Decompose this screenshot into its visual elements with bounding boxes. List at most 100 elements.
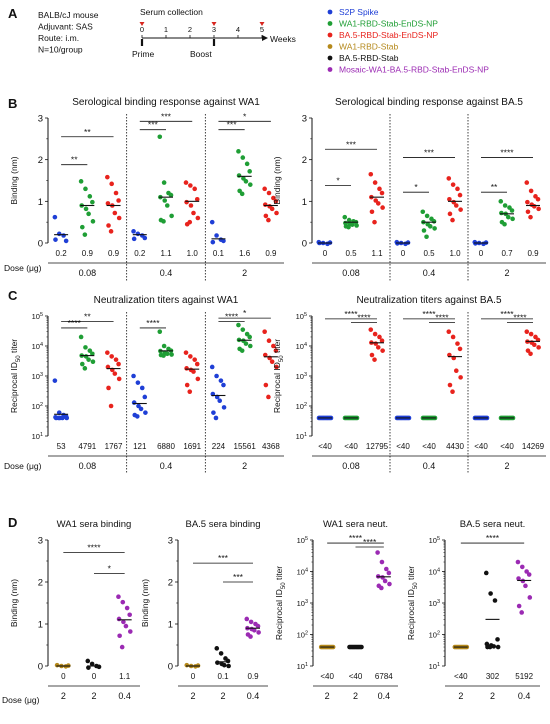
y-tick-label: 101: [429, 662, 440, 671]
median-value-label: 4791: [78, 442, 96, 451]
data-point: [195, 215, 201, 221]
data-point: [483, 570, 489, 576]
data-point: [226, 663, 231, 669]
data-point: [375, 201, 381, 206]
data-point: [78, 334, 84, 340]
dose-value-label: 2: [353, 691, 358, 701]
median-value-label: <40: [474, 442, 488, 451]
significance-label: **: [84, 127, 91, 137]
data-point: [243, 179, 249, 184]
median-value-label: <40: [320, 672, 334, 681]
data-point: [424, 234, 429, 240]
median-value-label: 1767: [105, 442, 123, 451]
data-point: [191, 369, 196, 374]
data-point: [528, 351, 533, 357]
data-point: [87, 194, 93, 199]
data-point: [209, 219, 215, 225]
serum-collection-label: Serum collection: [140, 7, 203, 17]
data-point: [519, 610, 524, 615]
significance-label: *: [336, 176, 340, 186]
median-value-label: 0.2: [56, 249, 68, 258]
legend-label: Mosaic-WA1-BA.5-RBD-Stab-EnDS-NP: [339, 65, 489, 75]
data-point: [244, 616, 250, 622]
dose-value-label: 2: [220, 691, 225, 701]
chart-title: WA1 sera binding: [57, 519, 132, 530]
significance-label: ***: [233, 572, 244, 582]
dose-value-label: 0.08: [79, 268, 97, 278]
significance-label: ****: [357, 313, 371, 323]
median-value-label: <40: [500, 442, 514, 451]
y-tick-label: 2: [168, 578, 173, 589]
data-point: [379, 585, 384, 591]
data-point: [457, 192, 463, 198]
dose-value-label: 0.4: [160, 461, 173, 471]
prime-label: Prime: [132, 49, 154, 59]
median-value-label: 0: [92, 672, 97, 681]
data-point: [455, 186, 460, 192]
dose-value-label: 0.4: [423, 461, 436, 471]
median-value-label: 1.1: [371, 249, 383, 258]
y-tick-label: 1: [38, 197, 43, 208]
data-point: [386, 570, 392, 576]
dose-value-label: 2: [91, 691, 96, 701]
data-point: [431, 219, 437, 224]
y-tick-label: 0: [168, 662, 173, 673]
median-value-label: 0.5: [345, 249, 357, 258]
y-axis-title: Binding (nm): [9, 156, 19, 204]
data-point: [244, 161, 250, 167]
data-point: [487, 644, 493, 650]
data-point: [368, 171, 374, 177]
data-point: [82, 232, 88, 237]
data-point: [221, 238, 226, 244]
chart-c2: Neutralization titers against BA.5 101 102…: [296, 295, 546, 474]
data-point: [109, 354, 114, 359]
data-point: [491, 644, 497, 649]
design-line: Adjuvant: SAS: [38, 22, 93, 32]
y-axis-title: Binding (nm): [9, 579, 19, 627]
y-tick-label: 102: [32, 402, 43, 411]
data-point: [138, 406, 144, 412]
boost-label: Boost: [190, 49, 212, 59]
chart-title: Serological binding response against WA1: [72, 97, 260, 108]
data-point: [169, 213, 174, 219]
y-axis-title: Reciprocal ID50 titer: [9, 339, 22, 413]
legend-label: BA.5-RBD-Stab-EnDS-NP: [339, 30, 439, 40]
data-point: [387, 581, 392, 587]
data-point: [349, 222, 355, 227]
data-point: [536, 345, 541, 350]
data-point: [108, 403, 114, 409]
data-point: [135, 231, 141, 237]
median-value-label: 4430: [446, 442, 464, 451]
y-tick-label: 102: [297, 631, 308, 640]
data-point: [168, 192, 174, 198]
data-point: [372, 219, 377, 225]
serum-drop-icon: [259, 22, 265, 26]
data-point: [446, 329, 452, 334]
data-point: [187, 219, 193, 225]
dose-value-label: 2: [190, 691, 195, 701]
dose-row-title: Dose (μg): [2, 695, 40, 705]
data-point: [109, 181, 114, 187]
significance-label: ****: [500, 148, 514, 158]
chart-title: Neutralization titers against BA.5: [356, 295, 502, 306]
y-tick-label: 105: [429, 536, 440, 545]
significance-label: ***: [346, 139, 357, 149]
data-point: [113, 357, 119, 362]
data-point: [372, 331, 378, 337]
dose-value-label: 2: [504, 268, 509, 278]
data-point: [116, 198, 121, 203]
legend-marker: [327, 55, 333, 61]
data-point: [380, 205, 385, 210]
data-point: [142, 235, 148, 241]
data-point: [453, 368, 459, 374]
design-line: N=10/group: [38, 45, 83, 55]
data-point: [54, 662, 60, 668]
data-point: [106, 223, 111, 228]
data-point: [56, 415, 61, 421]
dose-row-title: Dose (μg): [4, 461, 42, 471]
data-point: [247, 169, 252, 174]
data-point: [221, 662, 227, 668]
data-point: [369, 209, 375, 215]
y-tick-label: 101: [296, 432, 307, 441]
